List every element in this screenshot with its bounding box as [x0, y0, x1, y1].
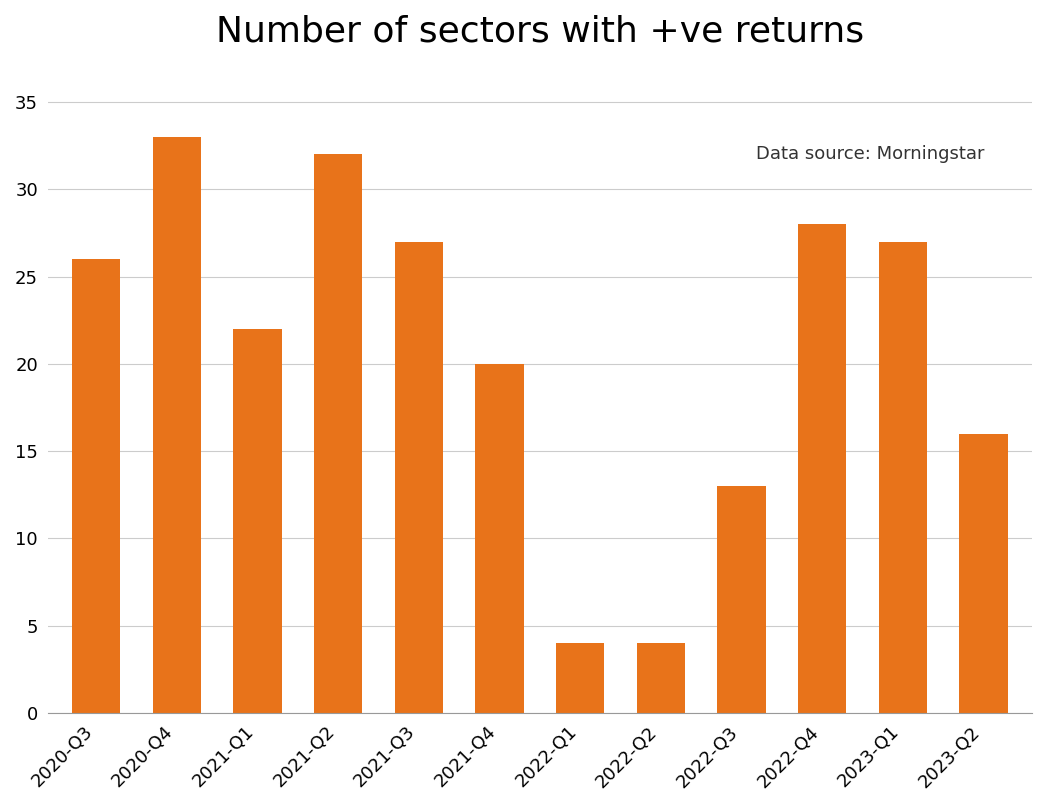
Bar: [314, 154, 363, 713]
Bar: [555, 643, 605, 713]
Bar: [636, 643, 685, 713]
Bar: [798, 224, 847, 713]
Bar: [72, 259, 121, 713]
Title: Number of sectors with +ve returns: Number of sectors with +ve returns: [216, 15, 864, 49]
Text: Data source: Morningstar: Data source: Morningstar: [757, 144, 985, 163]
Bar: [476, 364, 524, 713]
Bar: [234, 329, 282, 713]
Bar: [395, 242, 443, 713]
Bar: [153, 137, 201, 713]
Bar: [959, 434, 1008, 713]
Bar: [878, 242, 927, 713]
Bar: [717, 486, 766, 713]
